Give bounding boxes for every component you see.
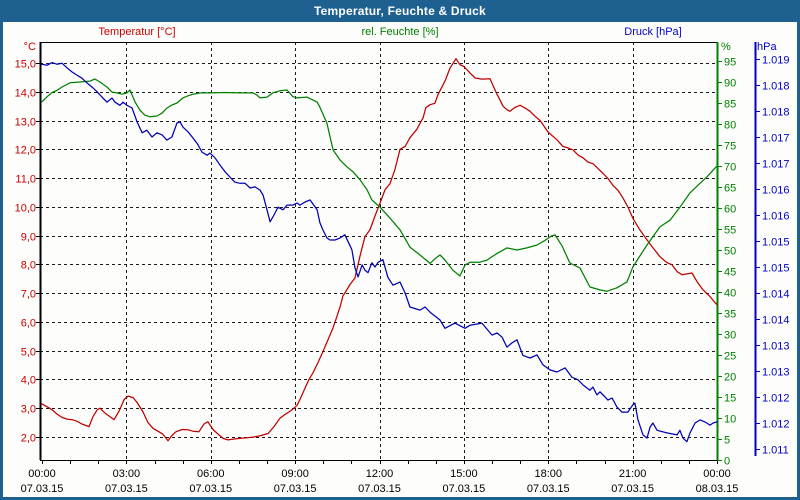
humidity-tick-label: 5 <box>724 435 730 447</box>
date-label: 07.03.15 <box>527 483 570 495</box>
temperature-tick-label: 8,0 <box>21 260 36 272</box>
date-label: 07.03.15 <box>611 483 654 495</box>
temperature-tick-label: 2,0 <box>21 433 36 445</box>
pressure-line <box>41 61 718 443</box>
pressure-tick-label: 1.017 <box>762 133 790 145</box>
temperature-tick-label: 11,0 <box>15 174 36 186</box>
pressure-tick-label: 1.019 <box>762 55 790 67</box>
time-label: 06:00 <box>197 468 225 480</box>
pressure-tick-label: 1.017 <box>762 159 790 171</box>
pressure-tick-label: 1.014 <box>762 289 790 301</box>
humidity-tick-label: 45 <box>724 267 736 279</box>
temperature-tick-label: 9,0 <box>21 232 36 244</box>
time-label: 03:00 <box>113 468 141 480</box>
pressure-tick-label: 1.016 <box>762 211 790 223</box>
humidity-tick-label: 90 <box>724 78 736 90</box>
pressure-tick-label: 1.014 <box>762 315 790 327</box>
pressure-unit-label: hPa <box>757 41 777 53</box>
time-label: 18:00 <box>534 468 562 480</box>
time-label: 21:00 <box>619 468 647 480</box>
pressure-tick-label: 1.012 <box>762 393 790 405</box>
humidity-tick-label: 20 <box>724 372 736 384</box>
date-label: 07.03.15 <box>21 483 64 495</box>
pressure-tick-label: 1.018 <box>762 81 790 93</box>
date-label: 07.03.15 <box>358 483 401 495</box>
temperature-tick-label: 3,0 <box>21 404 36 416</box>
temperature-tick-label: 7,0 <box>21 289 36 301</box>
pressure-tick-label: 1.011 <box>762 445 789 457</box>
humidity-tick-label: 80 <box>724 120 736 132</box>
time-label: 00:00 <box>28 468 56 480</box>
time-label: 00:00 <box>703 468 731 480</box>
date-label: 07.03.15 <box>274 483 317 495</box>
window-title-bar: Temperatur, Feuchte & Druck <box>0 0 800 22</box>
humidity-unit-label: % <box>721 41 731 53</box>
date-label: 07.03.15 <box>189 483 232 495</box>
window-title: Temperatur, Feuchte & Druck <box>314 4 486 18</box>
humidity-tick-label: 10 <box>724 414 736 426</box>
time-label: 15:00 <box>450 468 478 480</box>
pressure-tick-label: 1.015 <box>762 263 790 275</box>
pressure-tick-label: 1.015 <box>762 237 790 249</box>
legend-label: Druck [hPa] <box>624 26 681 38</box>
humidity-tick-label: 95 <box>724 57 736 69</box>
temperature-line <box>41 58 718 442</box>
humidity-tick-label: 25 <box>724 351 736 363</box>
humidity-tick-label: 15 <box>724 393 736 405</box>
humidity-tick-label: 55 <box>724 225 736 237</box>
temperature-tick-label: 15,0 <box>15 59 36 71</box>
date-label: 07.03.15 <box>105 483 148 495</box>
temperature-tick-label: 5,0 <box>21 347 36 359</box>
time-label: 12:00 <box>366 468 394 480</box>
date-label: 08.03.15 <box>696 483 739 495</box>
temperature-tick-label: 4,0 <box>21 375 36 387</box>
temperature-tick-label: 6,0 <box>21 318 36 330</box>
humidity-tick-label: 70 <box>724 162 736 174</box>
pressure-tick-label: 1.013 <box>762 367 790 379</box>
humidity-tick-label: 50 <box>724 246 736 258</box>
humidity-tick-label: 30 <box>724 330 736 342</box>
time-label: 09:00 <box>281 468 309 480</box>
date-label: 07.03.15 <box>442 483 485 495</box>
temperature-tick-label: 12,0 <box>15 145 36 157</box>
legend-label: Temperatur [°C] <box>98 26 175 38</box>
humidity-tick-label: 60 <box>724 204 736 216</box>
legend-label: rel. Feuchte [%] <box>361 26 438 38</box>
temperature-tick-label: 14,0 <box>15 88 36 100</box>
temperature-tick-label: 13,0 <box>15 117 36 129</box>
humidity-tick-label: 0 <box>724 456 730 468</box>
humidity-line <box>41 78 718 292</box>
humidity-tick-label: 65 <box>724 183 736 195</box>
pressure-tick-label: 1.018 <box>762 107 790 119</box>
pressure-tick-label: 1.012 <box>762 419 790 431</box>
humidity-tick-label: 75 <box>724 141 736 153</box>
pressure-tick-label: 1.016 <box>762 185 790 197</box>
temperature-unit-label: °C <box>24 41 36 53</box>
humidity-tick-label: 35 <box>724 309 736 321</box>
humidity-tick-label: 85 <box>724 99 736 111</box>
pressure-tick-label: 1.013 <box>762 341 790 353</box>
temperature-tick-label: 10,0 <box>15 203 36 215</box>
humidity-tick-label: 40 <box>724 288 736 300</box>
